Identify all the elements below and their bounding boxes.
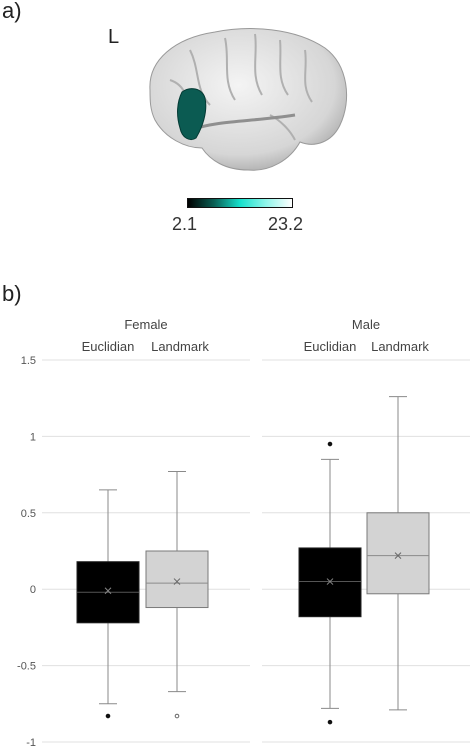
colorbar [187,198,293,208]
activation-cluster [177,88,207,141]
category-label: Euclidian [304,339,357,354]
y-tick-label: 0 [30,584,36,596]
outlier-point [174,713,180,719]
box [298,547,362,618]
group-title: Female [124,317,167,332]
brain-render [130,20,360,185]
panel-label-a: a) [2,0,22,23]
y-tick-label: 1 [30,431,36,443]
mean-marker [173,578,181,585]
y-tick-label: 1.5 [21,355,36,367]
outlier-point [327,441,333,447]
brain-image [149,28,348,171]
y-tick-label: 0.5 [21,508,36,520]
group-title: Male [352,317,380,332]
category-label: Euclidian [82,339,135,354]
mean-marker [394,552,402,559]
panel-label-b: b) [2,281,22,306]
mean-marker [104,587,112,595]
brain-hemisphere-shape [149,28,348,171]
outlier-point [105,713,111,719]
brain-sulci [169,33,313,141]
colorbar-min-label: 2.1 [172,214,198,234]
box [145,550,209,609]
category-label: Landmark [371,339,429,354]
category-label: Landmark [151,339,209,354]
box [366,512,430,595]
y-tick-label: -1 [26,737,36,749]
outlier-point [327,719,333,725]
colorbar-max-label: 23.2 [268,214,304,234]
y-tick-label: -0.5 [17,661,36,673]
mean-marker [326,578,334,585]
hemisphere-label: L [108,26,120,48]
